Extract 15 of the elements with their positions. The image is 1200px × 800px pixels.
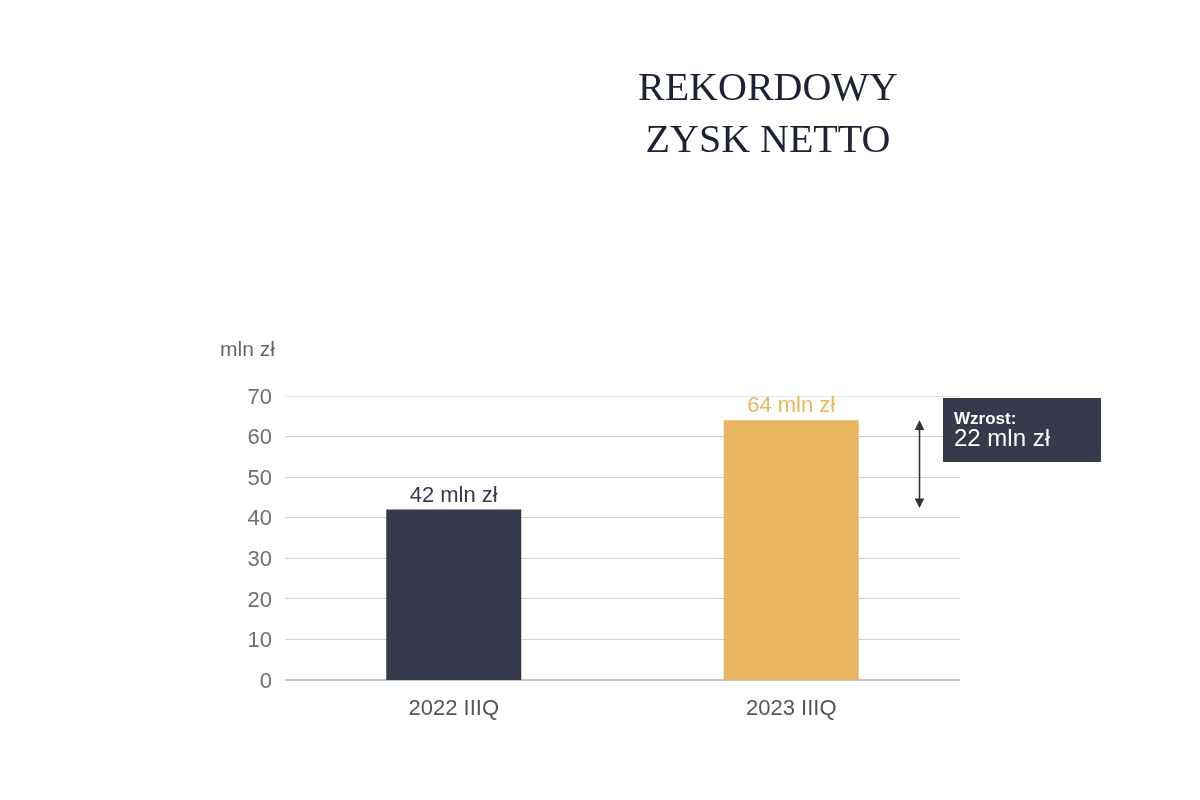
chart-title: REKORDOWY ZYSK NETTO	[638, 64, 898, 161]
y-tick-label: 70	[247, 383, 272, 409]
y-tick-label: 10	[247, 627, 272, 653]
y-tick-label: 40	[247, 505, 272, 531]
data-label: 64 mln zł	[747, 392, 836, 418]
annotation: Wzrost: 22 mln zł	[954, 409, 1051, 452]
data-label: 42 mln zł	[409, 481, 498, 507]
y-tick-label: 30	[247, 545, 272, 571]
x-tick-label: 2023 IIIQ	[745, 695, 837, 720]
y-tick-label: 60	[247, 424, 272, 450]
y-axis-title: mln zł	[220, 337, 276, 360]
y-tick-label: 50	[247, 464, 272, 490]
y-tick-label: 0	[259, 667, 272, 693]
y-tick-label: 20	[247, 586, 272, 612]
x-tick-label: 2022 IIIQ	[408, 695, 500, 720]
